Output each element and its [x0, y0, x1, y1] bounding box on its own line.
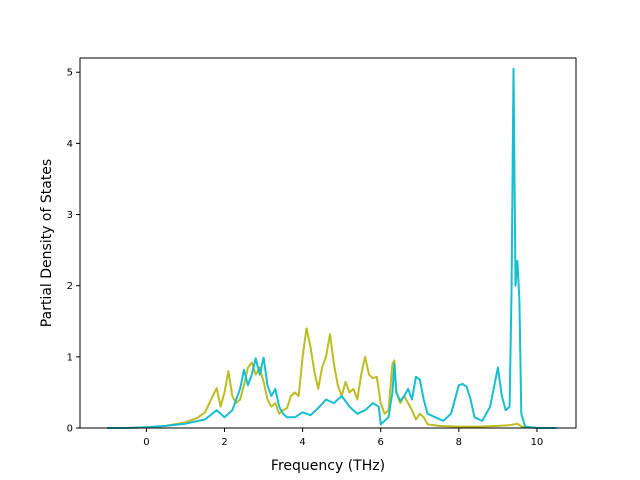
y-tick-label: 2: [67, 281, 73, 292]
x-axis-ticks: 0 2 4 6 8 10: [143, 428, 543, 448]
y-tick-label: 5: [67, 68, 73, 79]
x-tick-label: 0: [143, 437, 149, 448]
x-axis-label: Frequency (THz): [271, 458, 385, 474]
x-tick-label: 10: [531, 437, 544, 448]
series-line-2: [107, 67, 557, 429]
y-axis-ticks: 0 1 2 3 4 5: [67, 68, 80, 435]
plot-frame: [79, 57, 577, 429]
x-tick-label: 2: [221, 437, 227, 448]
series-layer: [107, 67, 557, 429]
x-tick-label: 6: [378, 437, 384, 448]
x-tick-label: 4: [299, 437, 305, 448]
y-tick-label: 0: [67, 424, 73, 435]
y-axis-label: Partial Density of States: [39, 159, 55, 327]
y-tick-label: 4: [67, 139, 73, 150]
y-tick-label: 3: [67, 210, 73, 221]
y-tick-label: 1: [67, 352, 73, 363]
series-line-1: [107, 327, 557, 429]
x-tick-label: 8: [456, 437, 462, 448]
